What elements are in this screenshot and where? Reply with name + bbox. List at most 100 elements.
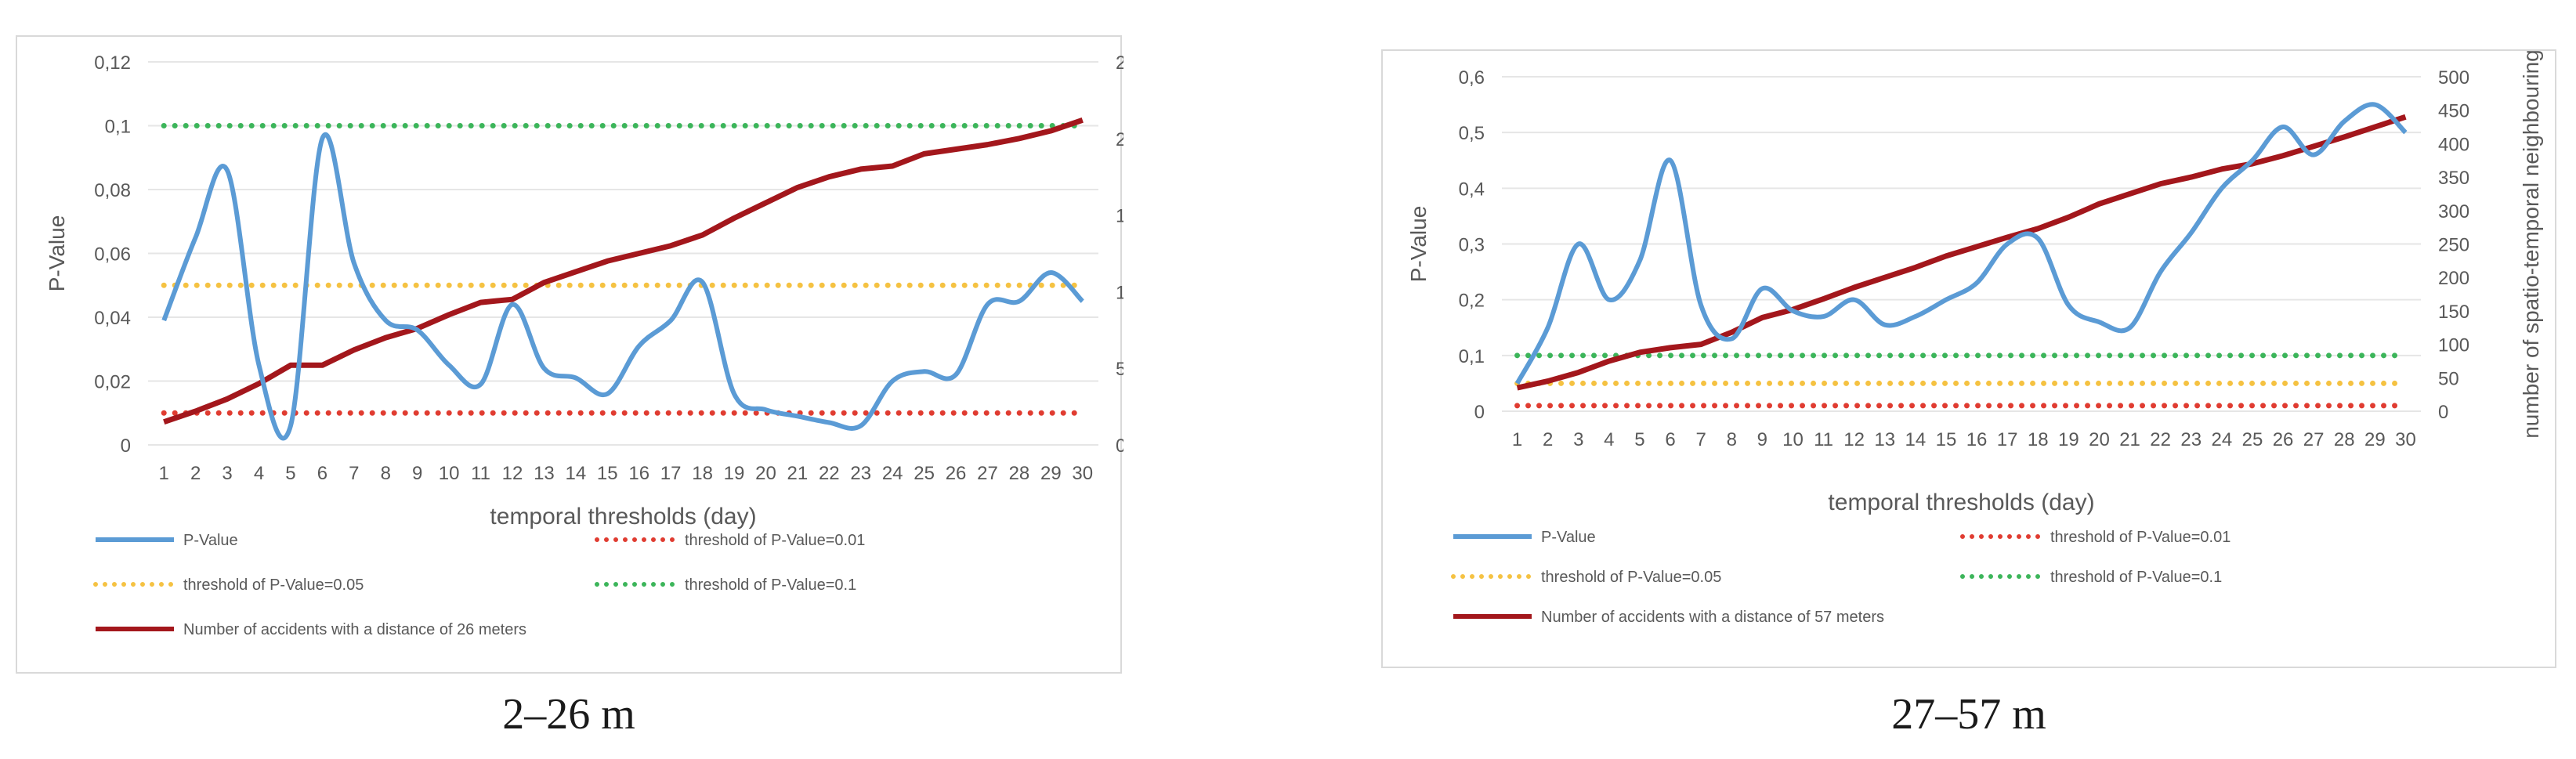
left-x-tick-label: 9 — [412, 463, 422, 484]
right-x-tick-label: 24 — [2211, 429, 2232, 450]
left-x-tick-label: 4 — [254, 463, 264, 484]
left-legend-label: P-Value — [183, 532, 238, 549]
right-x-tick-label: 26 — [2273, 429, 2294, 450]
left-x-tick-label: 27 — [977, 463, 998, 484]
right-x-tick-label: 5 — [1634, 429, 1644, 450]
right-x-tick-label: 7 — [1695, 429, 1706, 450]
right-x-tick-label: 2 — [1543, 429, 1553, 450]
chart-svg-right: 00,10,20,30,40,50,6050100150200250300350… — [1406, 49, 2543, 626]
right-x-tick-label: 19 — [2058, 429, 2079, 450]
chart-panel-right: 0 0,1 0,2 0,3 0,4 0,5 0,6 0 50 100 150 200 250 300 350… — [1381, 49, 2556, 668]
right-legend-label: P-Value — [1541, 529, 1596, 546]
right-series-line — [1516, 114, 2407, 391]
right-legend-label: threshold of P-Value=0.01 — [2050, 529, 2230, 546]
right-x-tick-label: 11 — [1814, 429, 1833, 450]
left-legend-label: threshold of P-Value=0.01 — [685, 532, 865, 549]
right-y-axis-title: P-Value — [1406, 206, 1431, 283]
right-x-tick-label: 14 — [1905, 429, 1926, 450]
right-y2-tick-label: 150 — [2438, 302, 2469, 323]
right-x-tick-label: 25 — [2242, 429, 2263, 450]
left-x-tick-label: 25 — [914, 463, 935, 484]
chart-panel-left: 0 0,02 0,04 0,06 0,08 0,1 0,12 0 50 100 150 200 250 1… — [16, 35, 1208, 674]
right-y-tick-label: 0,5 — [1459, 123, 1485, 144]
right-y2-tick-label: 350 — [2438, 168, 2469, 189]
right-x-tick-label: 16 — [1966, 429, 1988, 450]
right-x-tick-label: 27 — [2303, 429, 2325, 450]
left-x-tick-label: 14 — [565, 463, 586, 484]
right-x-tick-label: 10 — [1782, 429, 1804, 450]
left-x-tick-label: 15 — [597, 463, 618, 484]
left-x-tick-label: 12 — [502, 463, 523, 484]
right-x-tick-label: 8 — [1727, 429, 1737, 450]
left-x-tick-label: 8 — [381, 463, 391, 484]
left-x-tick-label: 2 — [190, 463, 201, 484]
right-x-tick-label: 6 — [1665, 429, 1675, 450]
right-y2-tick-label: 400 — [2438, 134, 2469, 155]
left-y-tick-label: 0,06 — [94, 244, 131, 266]
right-y2-tick-label: 200 — [2438, 268, 2469, 289]
left-x-tick-label: 20 — [755, 463, 776, 484]
right-x-tick-label: 18 — [2028, 429, 2049, 450]
right-y2-tick-label: 100 — [2438, 335, 2469, 356]
left-series-line — [163, 117, 1084, 425]
left-y-tick-label: 0,12 — [94, 52, 131, 74]
chart-svg-left: 0 0,02 0,04 0,06 0,08 0,1 0,12 0 50 100 150 200 250 1… — [45, 52, 1208, 638]
right-x-tick-label: 28 — [2334, 429, 2355, 450]
right-x-tick-label: 9 — [1757, 429, 1767, 450]
left-x-tick-label: 16 — [628, 463, 649, 484]
left-y2-tick-label: 150 — [1116, 206, 1123, 227]
left-x-tick-label: 19 — [724, 463, 745, 484]
right-x-tick-label: 23 — [2180, 429, 2202, 450]
right-x-tick-label: 20 — [2089, 429, 2110, 450]
left-x-tick-label: 10 — [439, 463, 460, 484]
left-y2-tick-label: 250 — [1116, 52, 1123, 74]
left-x-tick-label: 18 — [692, 463, 713, 484]
left-x-tick-label: 24 — [882, 463, 903, 484]
right-x-tick-label: 1 — [1512, 429, 1522, 450]
right-y-tick-label: 0,4 — [1459, 179, 1485, 200]
left-y-tick-label: 0,02 — [94, 372, 131, 393]
left-y-tick-label: 0 — [121, 436, 131, 457]
right-x-tick-label: 3 — [1573, 429, 1583, 450]
left-x-tick-label: 7 — [349, 463, 359, 484]
left-x-tick-label: 6 — [317, 463, 327, 484]
left-x-tick-label: 21 — [787, 463, 809, 484]
left-y2-tick-label: 200 — [1116, 129, 1123, 150]
right-x-tick-label: 29 — [2364, 429, 2386, 450]
right-y2-axis-title: number of spatio-temporal neighbouring — [2519, 51, 2543, 439]
right-x-tick-label: 12 — [1843, 429, 1865, 450]
left-x-tick-label: 22 — [819, 463, 840, 484]
caption-right: 27–57 m — [1891, 690, 2046, 739]
right-x-axis-title: temporal thresholds (day) — [1828, 490, 2094, 515]
left-legend-label: threshold of P-Value=0.1 — [685, 576, 856, 594]
left-x-tick-label: 11 — [471, 463, 490, 484]
right-y-tick-label: 0,6 — [1459, 67, 1485, 89]
right-y2-tick-label: 300 — [2438, 201, 2469, 222]
left-x-tick-label: 3 — [222, 463, 232, 484]
left-x-axis-title: temporal thresholds (day) — [490, 504, 756, 529]
left-y2-tick-label: 50 — [1116, 359, 1123, 380]
right-y2-tick-label: 50 — [2438, 368, 2459, 389]
left-y2-tick-label: 100 — [1116, 282, 1123, 303]
right-legend-label: threshold of P-Value=0.05 — [1541, 569, 1721, 586]
right-x-tick-label: 17 — [1997, 429, 2018, 450]
right-y2-tick-label: 450 — [2438, 101, 2469, 122]
left-x-tick-label: 26 — [946, 463, 967, 484]
left-x-tick-label: 13 — [534, 463, 555, 484]
left-legend-label: Number of accidents with a distance of 2… — [183, 621, 526, 638]
left-x-tick-label: 5 — [285, 463, 295, 484]
right-x-tick-label: 22 — [2150, 429, 2171, 450]
right-series-line — [1514, 102, 2408, 385]
left-x-tick-label: 30 — [1072, 463, 1093, 484]
right-y2-tick-label: 250 — [2438, 235, 2469, 256]
right-x-tick-label: 4 — [1604, 429, 1614, 450]
right-x-tick-label: 13 — [1874, 429, 1895, 450]
right-y-tick-label: 0,1 — [1459, 346, 1485, 367]
right-x-tick-label: 30 — [2395, 429, 2416, 450]
right-y2-tick-label: 500 — [2438, 67, 2469, 89]
right-legend-label: threshold of P-Value=0.1 — [2050, 569, 2222, 586]
right-y-tick-label: 0,3 — [1459, 235, 1485, 256]
left-legend-label: threshold of P-Value=0.05 — [183, 576, 364, 594]
left-y2-tick-label: 0 — [1116, 436, 1123, 457]
left-x-tick-label: 29 — [1040, 463, 1062, 484]
